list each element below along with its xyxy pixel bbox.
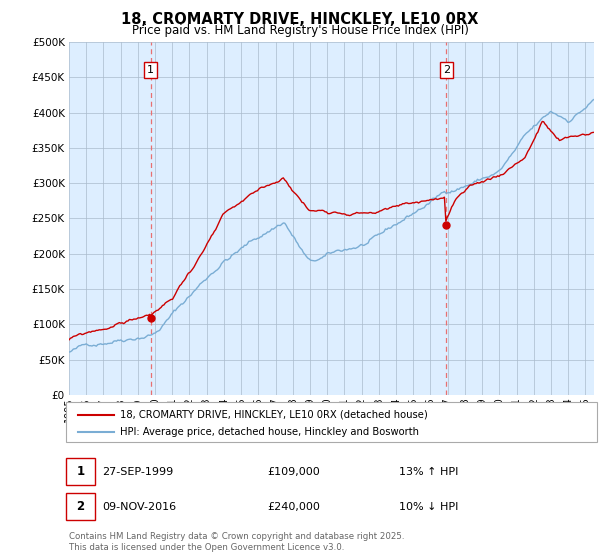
- Text: HPI: Average price, detached house, Hinckley and Bosworth: HPI: Average price, detached house, Hinc…: [120, 427, 419, 437]
- Text: Contains HM Land Registry data © Crown copyright and database right 2025.
This d: Contains HM Land Registry data © Crown c…: [69, 532, 404, 552]
- Text: £240,000: £240,000: [267, 502, 320, 512]
- Text: 18, CROMARTY DRIVE, HINCKLEY, LE10 0RX (detached house): 18, CROMARTY DRIVE, HINCKLEY, LE10 0RX (…: [120, 409, 428, 419]
- Text: 2: 2: [76, 500, 85, 514]
- Text: 2: 2: [443, 65, 450, 75]
- Text: 18, CROMARTY DRIVE, HINCKLEY, LE10 0RX: 18, CROMARTY DRIVE, HINCKLEY, LE10 0RX: [121, 12, 479, 27]
- Text: £109,000: £109,000: [267, 466, 320, 477]
- Text: 1: 1: [76, 465, 85, 478]
- Text: 13% ↑ HPI: 13% ↑ HPI: [399, 466, 458, 477]
- Text: Price paid vs. HM Land Registry's House Price Index (HPI): Price paid vs. HM Land Registry's House …: [131, 24, 469, 36]
- Text: 09-NOV-2016: 09-NOV-2016: [102, 502, 176, 512]
- Text: 10% ↓ HPI: 10% ↓ HPI: [399, 502, 458, 512]
- Text: 27-SEP-1999: 27-SEP-1999: [102, 466, 173, 477]
- Text: 1: 1: [147, 65, 154, 75]
